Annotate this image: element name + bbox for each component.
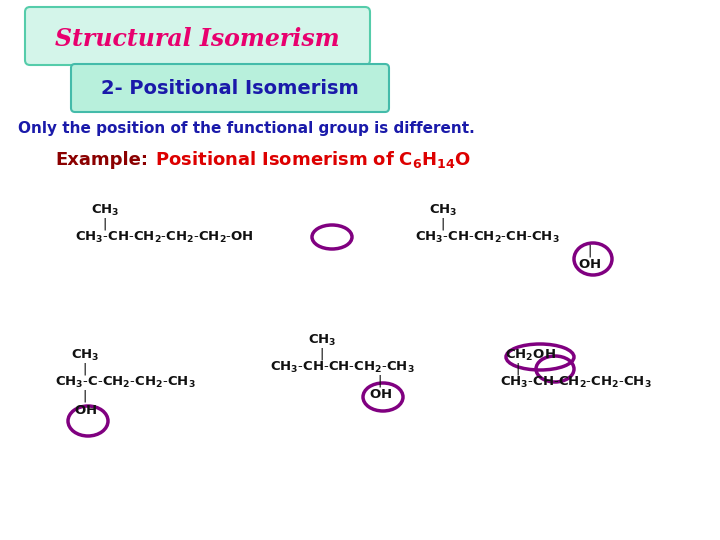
Text: Only the position of the functional group is different.: Only the position of the functional grou… — [18, 120, 474, 136]
Text: |: | — [103, 218, 107, 231]
FancyBboxPatch shape — [71, 64, 389, 112]
Text: $\bf{CH_3}$: $\bf{CH_3}$ — [307, 333, 336, 348]
Text: $\bf{CH_3\text{-}CH\text{-}CH_2\text{-}CH\text{-}CH_3}$: $\bf{CH_3\text{-}CH\text{-}CH_2\text{-}C… — [415, 230, 559, 245]
Text: $\bf{CH_3}$: $\bf{CH_3}$ — [91, 202, 120, 218]
Text: $\bf{CH_3\text{-}CH\text{-}CH_2\text{-}CH_2\text{-}CH_2\text{-}OH}$: $\bf{CH_3\text{-}CH\text{-}CH_2\text{-}C… — [75, 230, 254, 245]
Text: $\bf{CH_2OH}$: $\bf{CH_2OH}$ — [505, 347, 556, 362]
Text: $\bf{CH_3\text{-}CH\text{-}CH\text{-}CH_2\text{-}CH_3}$: $\bf{CH_3\text{-}CH\text{-}CH\text{-}CH_… — [270, 360, 415, 375]
Text: $\bf{OH}$: $\bf{OH}$ — [369, 388, 392, 402]
Text: $\bf{OH}$: $\bf{OH}$ — [74, 403, 97, 416]
Text: |: | — [83, 362, 87, 375]
FancyBboxPatch shape — [25, 7, 370, 65]
Text: |: | — [83, 389, 87, 402]
Text: $\bf{CH_3}$: $\bf{CH_3}$ — [428, 202, 457, 218]
Text: $\bf{CH_3}$: $\bf{CH_3}$ — [71, 347, 99, 362]
Text: $\bf{CH_3\text{-}CH\text{-}CH_2\text{-}CH_2\text{-}CH_3}$: $\bf{CH_3\text{-}CH\text{-}CH_2\text{-}C… — [500, 374, 652, 389]
Text: $\bf{CH_3\text{-}C\text{-}CH_2\text{-}CH_2\text{-}CH_3}$: $\bf{CH_3\text{-}C\text{-}CH_2\text{-}CH… — [55, 374, 196, 389]
Text: Structural Isomerism: Structural Isomerism — [55, 27, 339, 51]
Text: Example:: Example: — [55, 151, 148, 169]
Text: |: | — [588, 245, 592, 258]
Text: $\bf{OH}$: $\bf{OH}$ — [578, 259, 601, 272]
Text: |: | — [516, 362, 520, 375]
Text: |: | — [320, 348, 324, 361]
Text: |: | — [441, 218, 445, 231]
Text: $\mathbf{Positional\ Isomerism\ of\ C_6H_{14}O}$: $\mathbf{Positional\ Isomerism\ of\ C_6H… — [155, 150, 471, 171]
Text: 2- Positional Isomerism: 2- Positional Isomerism — [101, 79, 359, 98]
Text: |: | — [378, 375, 382, 388]
